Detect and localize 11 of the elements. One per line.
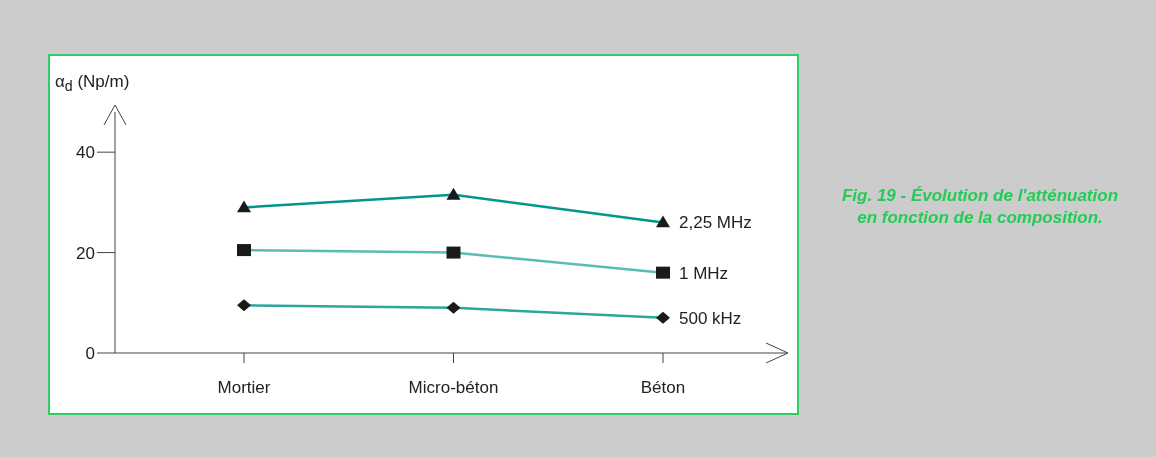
series-label: 1 MHz xyxy=(679,263,729,283)
x-tick-label: Mortier xyxy=(217,378,271,398)
y-tick-label: 0 xyxy=(85,344,95,364)
series-label: 500 kHz xyxy=(679,308,742,328)
caption: Fig. 19 - Évolution de l'atténuation en fonction de la composition. xyxy=(840,185,1120,229)
y-tick-label: 40 xyxy=(76,143,95,163)
series-label: 2,25 MHz xyxy=(679,213,752,233)
y-tick-label: 20 xyxy=(76,243,95,263)
x-tick-label: Micro-béton xyxy=(408,378,499,398)
x-tick-label: Béton xyxy=(640,378,686,398)
y-axis-title: α$_{d}$ (Np/m) xyxy=(55,72,130,95)
